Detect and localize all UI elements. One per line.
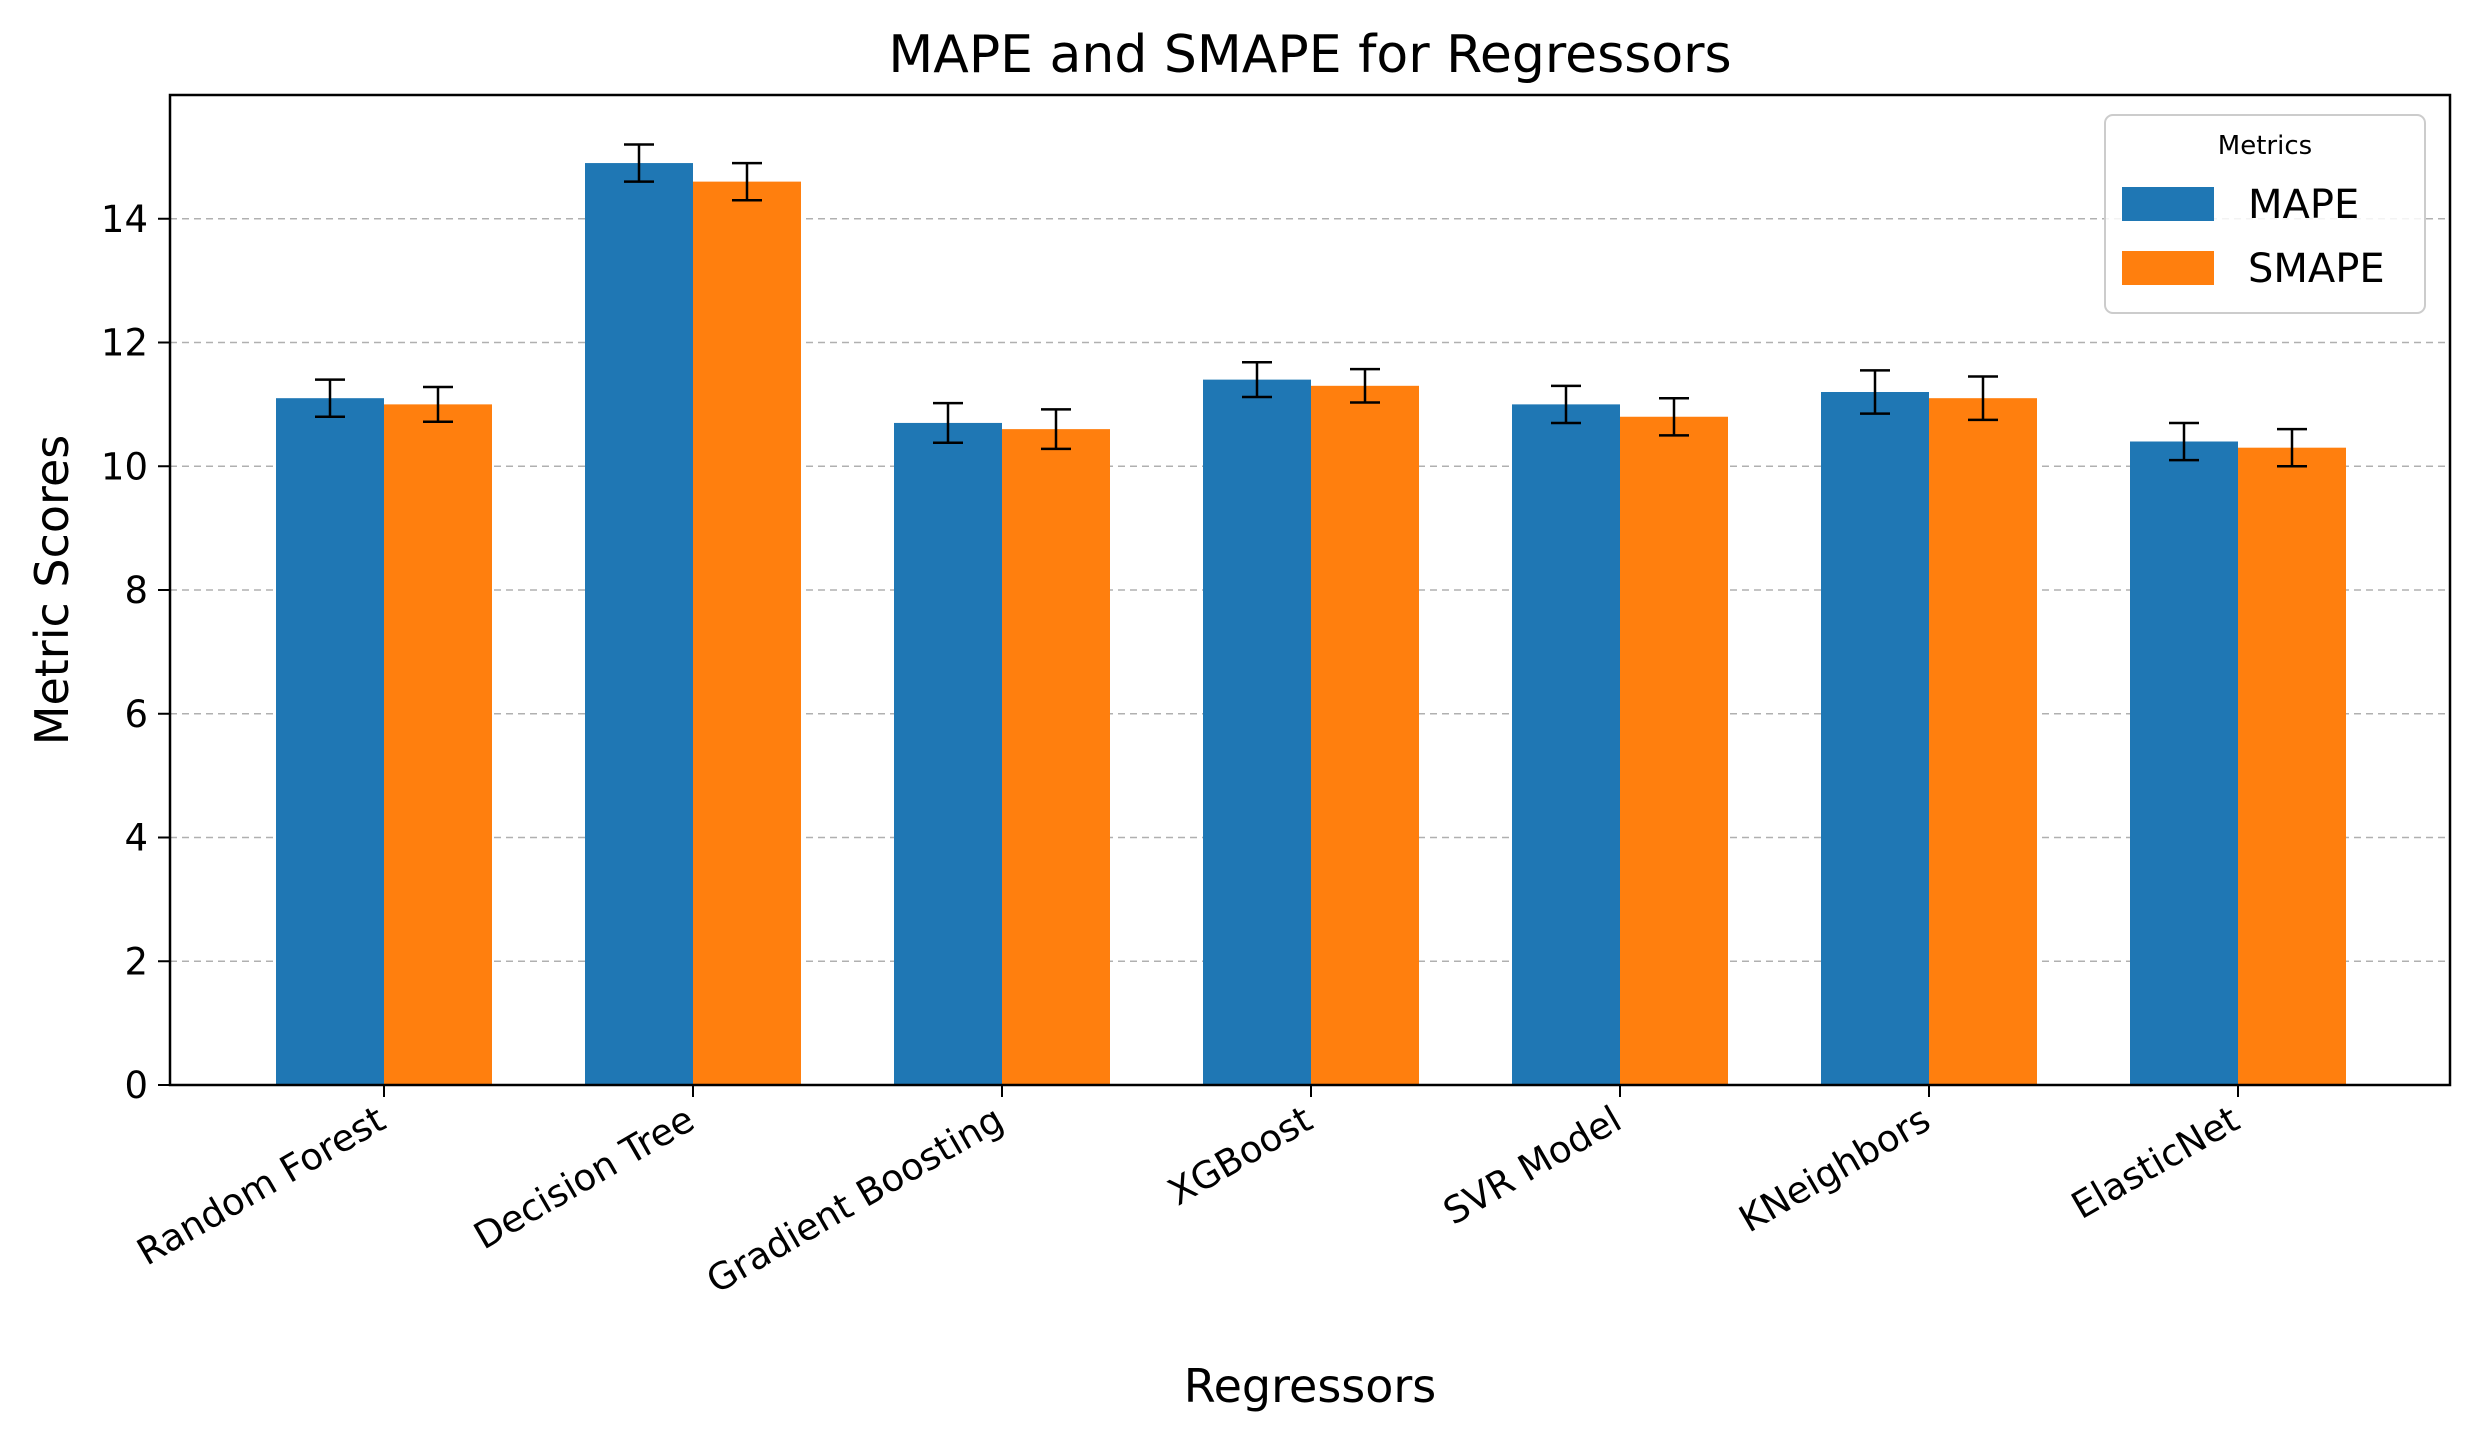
bar-smape [693,181,801,1085]
x-tick-label: ElasticNet [2064,1098,2246,1228]
bar-mape [1203,379,1311,1085]
y-tick-label: 10 [101,445,148,488]
legend: Metrics MAPE SMAPE [2104,114,2426,314]
y-tick-label: 6 [124,693,148,736]
error-bars [315,143,2307,468]
legend-swatch-smape [2122,251,2214,285]
y-tick-label: 14 [101,198,148,241]
bars [276,163,2346,1085]
x-tick-label: SVR Model [1436,1098,1628,1234]
x-tick-label: Decision Tree [467,1098,702,1258]
bar-mape [2130,441,2238,1085]
y-tick-label: 12 [101,322,148,365]
legend-label-mape: MAPE [2248,182,2359,228]
y-axis: 0 2 4 6 8 10 12 14 [101,198,170,1107]
bar-smape [1929,398,2037,1085]
bar-mape [1821,392,1929,1085]
chart-title: MAPE and SMAPE for Regressors [888,25,1731,85]
y-tick-label: 2 [124,940,148,983]
bar-mape [1512,404,1620,1085]
legend-label-smape: SMAPE [2248,246,2385,292]
bar-smape [1620,416,1728,1085]
bar-smape [1002,429,1110,1085]
x-tick-label: Gradient Boosting [699,1098,1010,1302]
x-tick-label: Random Forest [130,1098,393,1274]
bar-smape [384,404,492,1085]
bar-smape [1311,385,1419,1085]
legend-swatch-mape [2122,187,2214,221]
y-tick-label: 0 [124,1064,148,1107]
y-tick-label: 4 [124,817,148,860]
x-tick-label: KNeighbors [1732,1098,1938,1242]
x-axis-title: Regressors [1184,1359,1437,1413]
bar-smape [2238,447,2346,1085]
bar-mape [276,398,384,1085]
y-tick-label: 8 [124,569,148,612]
x-tick-label: XGBoost [1161,1098,1320,1214]
legend-title: Metrics [2218,131,2312,161]
y-axis-title: Metric Scores [25,435,79,745]
bar-mape [894,422,1002,1085]
bar-mape [585,163,693,1085]
